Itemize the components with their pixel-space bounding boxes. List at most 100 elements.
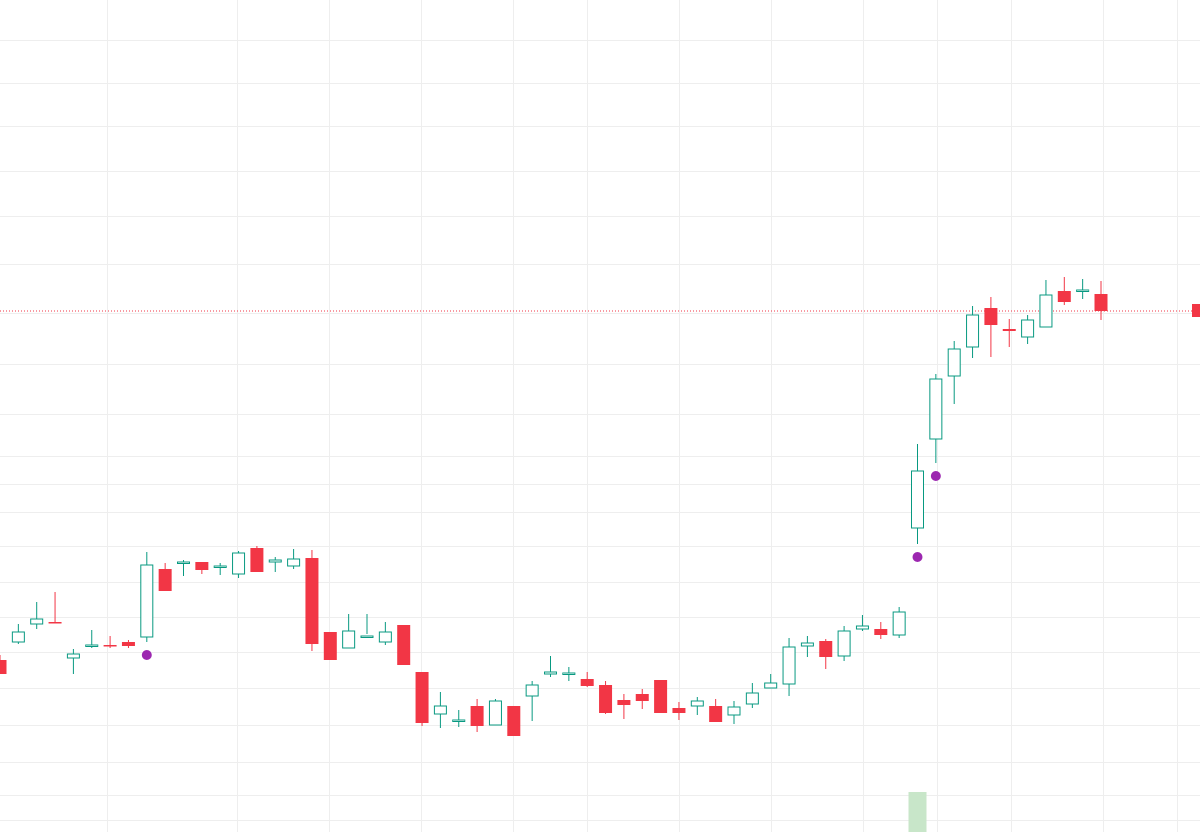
candle xyxy=(874,622,888,639)
candle-body xyxy=(544,671,557,675)
candle-body xyxy=(66,653,80,659)
candle xyxy=(947,341,961,404)
candle-body xyxy=(433,705,447,715)
candle-body xyxy=(0,660,7,674)
candle xyxy=(654,680,668,713)
candle-body xyxy=(11,631,25,643)
candle xyxy=(433,692,447,728)
signal-marker xyxy=(912,552,923,562)
candle xyxy=(1039,280,1053,328)
candle xyxy=(287,549,301,569)
candle-body xyxy=(452,719,466,722)
candle xyxy=(415,672,429,726)
candle xyxy=(1094,281,1108,320)
candle xyxy=(11,624,25,644)
signal-marker xyxy=(141,650,152,660)
candle-body xyxy=(892,611,906,636)
candle-body xyxy=(1021,319,1035,338)
candle-body xyxy=(709,706,723,722)
candle xyxy=(580,672,594,687)
candle xyxy=(782,638,796,696)
candle xyxy=(745,683,759,708)
candle xyxy=(305,550,319,651)
candle-body xyxy=(103,645,117,647)
candle-body xyxy=(984,308,998,325)
candle-body xyxy=(782,646,796,685)
candle xyxy=(342,614,356,649)
candle-body xyxy=(48,622,62,624)
candle xyxy=(0,655,7,674)
candle xyxy=(819,639,833,669)
last-price-tag xyxy=(1192,304,1200,317)
candle xyxy=(966,306,980,358)
candle xyxy=(984,297,998,357)
candle xyxy=(1021,315,1035,344)
candle xyxy=(525,681,539,721)
candle-body xyxy=(947,348,961,377)
candle xyxy=(30,602,44,629)
candle-body xyxy=(378,631,392,643)
candle-body xyxy=(599,685,613,713)
candle xyxy=(323,632,337,660)
candle-body xyxy=(1057,291,1071,302)
candle-body xyxy=(507,706,521,736)
candle xyxy=(929,374,943,463)
candle xyxy=(158,563,172,591)
candle-body xyxy=(966,314,980,348)
candle-body xyxy=(672,708,686,713)
candle-body xyxy=(745,692,759,705)
candle xyxy=(892,607,906,638)
candle xyxy=(397,625,411,665)
candle-body xyxy=(525,684,539,697)
candle xyxy=(232,551,246,578)
candle-body xyxy=(397,625,411,665)
candle-body xyxy=(855,625,869,630)
candle xyxy=(1002,319,1016,347)
candle-body xyxy=(305,558,319,644)
candle-body xyxy=(177,561,190,564)
candle xyxy=(66,649,80,674)
candle xyxy=(360,614,374,638)
candle-body xyxy=(488,700,502,726)
candle xyxy=(617,694,631,719)
candle xyxy=(599,681,613,714)
candle-body xyxy=(287,558,301,567)
candle-body xyxy=(874,629,888,635)
candle xyxy=(837,626,851,661)
candle-body xyxy=(121,642,135,646)
candle-body xyxy=(1002,329,1016,331)
candle-body xyxy=(195,562,209,570)
candle xyxy=(855,615,869,631)
candle-body xyxy=(213,565,227,568)
candle xyxy=(470,699,484,732)
candle-body xyxy=(85,644,99,647)
volume-bar xyxy=(908,792,927,832)
candle xyxy=(378,622,392,645)
candle-body xyxy=(250,548,264,572)
candle-body xyxy=(1094,294,1108,311)
candle xyxy=(727,701,741,724)
candle-body xyxy=(1039,294,1053,328)
candle xyxy=(562,667,576,681)
candle xyxy=(452,710,466,727)
candle xyxy=(48,592,62,624)
candle-body xyxy=(342,630,356,649)
candle xyxy=(85,630,99,648)
candle-body xyxy=(929,378,943,440)
candle xyxy=(488,699,502,726)
candle xyxy=(103,636,117,648)
candle-body xyxy=(617,700,631,705)
candles xyxy=(0,277,1108,736)
candle xyxy=(140,552,154,642)
candle xyxy=(690,697,704,715)
candle-body xyxy=(140,564,154,638)
candle-body xyxy=(415,672,429,723)
candle-body xyxy=(580,679,594,686)
candle-body xyxy=(360,635,374,638)
candle xyxy=(213,563,227,575)
candle xyxy=(195,562,209,574)
candle xyxy=(250,546,264,572)
